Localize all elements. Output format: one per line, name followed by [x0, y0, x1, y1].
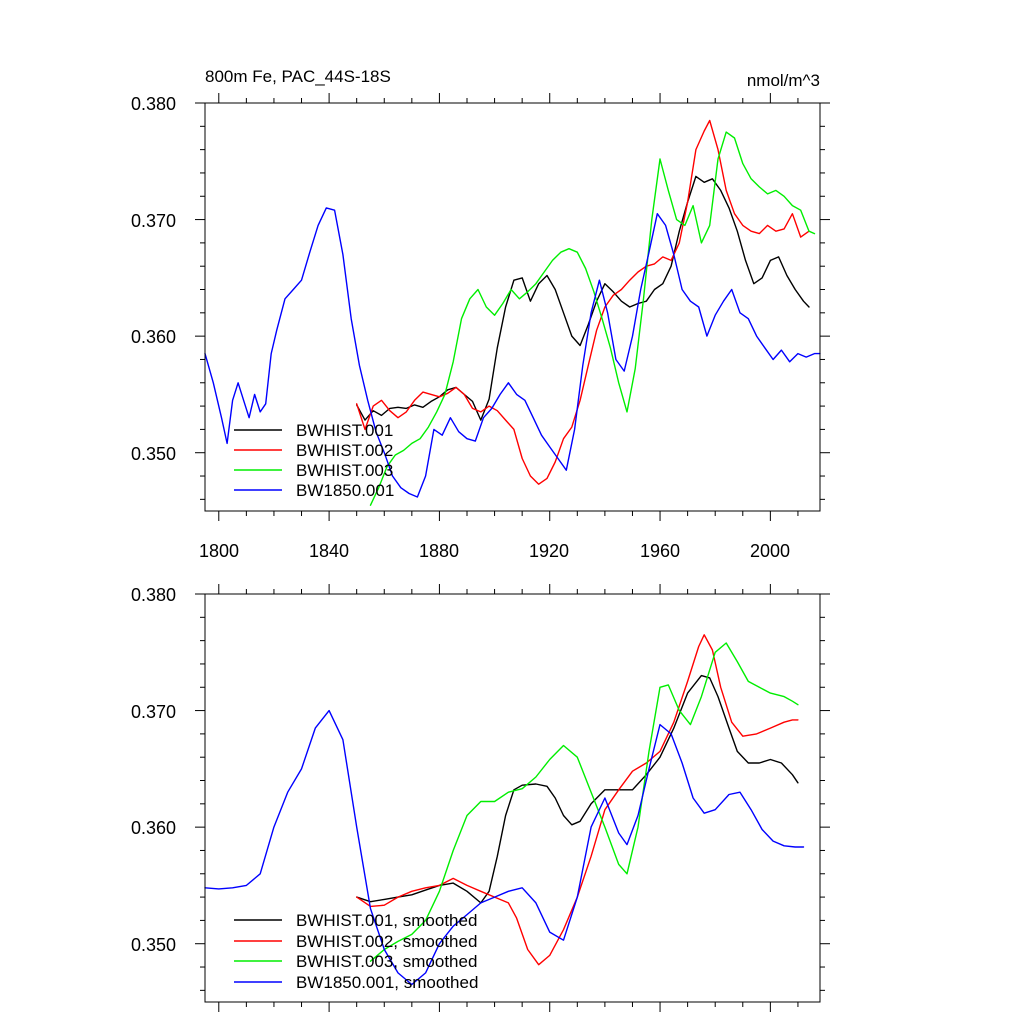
legend: BWHIST.001 BWHIST.002 BWHIST.003 BW1850.…	[234, 421, 394, 500]
series-line-bw1850-001	[204, 207, 821, 498]
x-tick-label: 1960	[640, 541, 680, 561]
smoothed-series-panel: 0.380 0.370 0.360 0.350 BWHIST.001, smoo…	[131, 584, 830, 1012]
series-line-bwhist-003-smoothed	[369, 642, 799, 962]
legend-label: BWHIST.003, smoothed	[296, 952, 477, 971]
y-tick-label: 0.360	[131, 818, 176, 838]
x-tick-label: 1880	[419, 541, 459, 561]
legend-label: BWHIST.001, smoothed	[296, 911, 477, 930]
legend: BWHIST.001, smoothed BWHIST.002, smoothe…	[234, 911, 478, 992]
units-label: nmol/m^3	[747, 71, 820, 90]
x-tick-label: 1800	[199, 541, 239, 561]
y-tick-label: 0.380	[131, 585, 176, 605]
series-group	[204, 119, 821, 506]
plot-frame	[204, 102, 821, 512]
legend-label: BWHIST.002, smoothed	[296, 932, 477, 951]
series-line-bwhist-001	[356, 175, 810, 421]
series-line-bwhist-003	[369, 131, 816, 506]
x-tick-label: 2000	[750, 541, 790, 561]
y-tick-label: 0.360	[131, 327, 176, 347]
chart-title: 800m Fe, PAC_44S-18S	[205, 67, 391, 86]
x-tick-label: 1840	[309, 541, 349, 561]
series-group	[204, 634, 805, 986]
legend-label: BWHIST.001	[296, 421, 393, 440]
legend-label: BW1850.001, smoothed	[296, 973, 478, 992]
legend-label: BWHIST.003	[296, 461, 393, 480]
axis-ticks	[195, 93, 830, 521]
y-tick-label: 0.370	[131, 211, 176, 231]
series-line-bwhist-002	[356, 119, 810, 485]
legend-label: BWHIST.002	[296, 441, 393, 460]
y-tick-label: 0.380	[131, 94, 176, 114]
y-tick-label: 0.350	[131, 444, 176, 464]
legend-label: BW1850.001	[296, 481, 394, 500]
series-line-bw1850-001-smoothed	[204, 709, 805, 986]
axis-ticks	[195, 584, 830, 1012]
y-tick-label: 0.350	[131, 935, 176, 955]
series-line-bwhist-001-smoothed	[356, 674, 799, 904]
x-tick-label: 1920	[529, 541, 569, 561]
y-tick-label: 0.370	[131, 702, 176, 722]
series-line-bwhist-002-smoothed	[356, 634, 799, 966]
plot-frame	[204, 593, 821, 1003]
raw-series-panel: 800m Fe, PAC_44S-18S nmol/m^3 0.380 0.37…	[131, 67, 830, 561]
